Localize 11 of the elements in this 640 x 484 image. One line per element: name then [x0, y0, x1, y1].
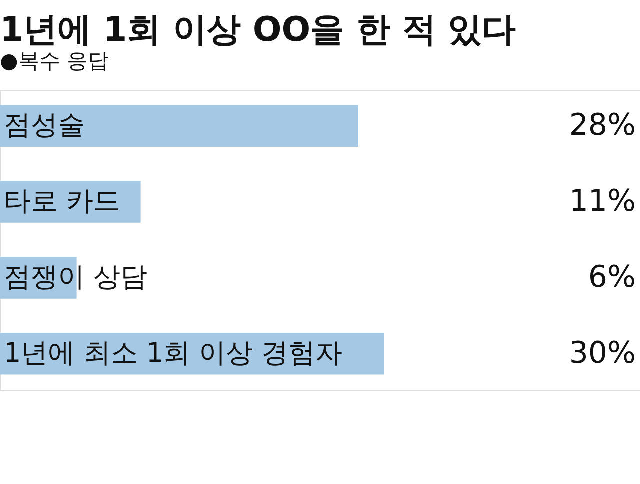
data-label: 30%: [569, 336, 636, 371]
chart-title: 1년에 1회 이상 OO을 한 적 있다: [0, 10, 516, 50]
data-label: 11%: [569, 184, 636, 220]
y-tick-label: 점성술: [4, 110, 85, 142]
data-label: 6%: [588, 260, 636, 295]
y-tick-label: 타로 카드: [4, 186, 121, 218]
bar: [0, 105, 358, 147]
y-tick-label: 점쟁이 상담: [4, 262, 148, 293]
text: ●복수 응답: [0, 49, 109, 73]
data-label: 28%: [569, 108, 636, 144]
y-tick-label: 1년에 최소 1회 이상 경험자: [4, 338, 343, 369]
